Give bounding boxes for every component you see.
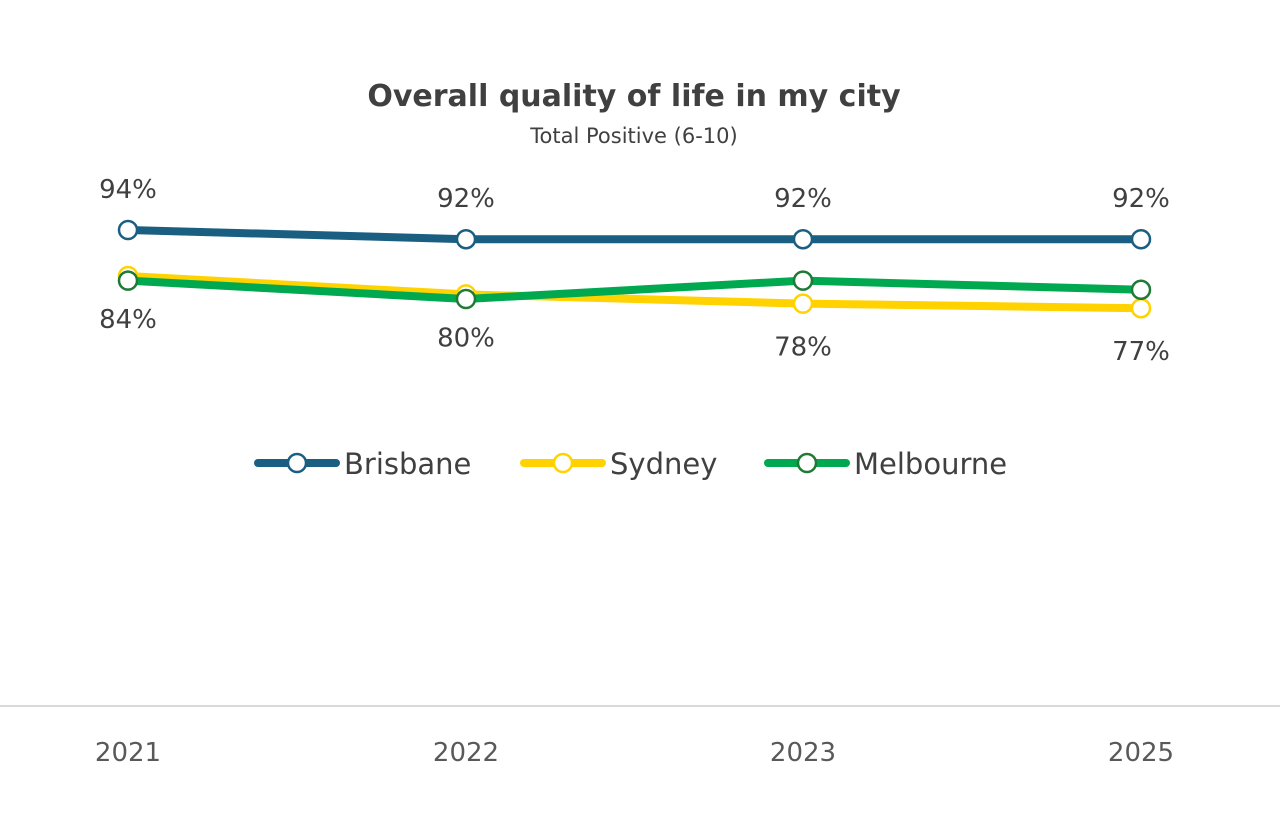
chart-title: Overall quality of life in my city <box>367 79 901 114</box>
data-point-melbourne <box>455 288 477 310</box>
x-tick-label: 2022 <box>433 738 499 768</box>
data-point-brisbane <box>117 219 139 241</box>
series-line-melbourne <box>127 276 1142 303</box>
legend-label: Brisbane <box>344 447 471 481</box>
data-label-brisbane: 92% <box>774 184 832 214</box>
data-label-sydney: 77% <box>1112 337 1170 367</box>
legend: Brisbane Sydney Melbourne <box>254 447 1007 481</box>
x-tick-label: 2021 <box>95 738 161 768</box>
data-point-sydney <box>792 293 814 314</box>
data-label-sydney: 80% <box>437 323 495 353</box>
data-label-sydney: 84% <box>99 305 157 335</box>
data-point-brisbane <box>455 228 477 250</box>
series-line-brisbane <box>127 226 1141 244</box>
data-point-melbourne <box>1130 279 1152 301</box>
legend-marker <box>796 452 818 474</box>
data-label-brisbane: 94% <box>99 175 157 205</box>
legend-marker <box>552 452 574 474</box>
x-tick-label: 2025 <box>1108 738 1174 768</box>
data-point-brisbane <box>792 228 814 250</box>
data-point-melbourne <box>117 270 139 291</box>
data-label-sydney: 78% <box>774 333 832 363</box>
data-point-sydney <box>1130 297 1152 319</box>
data-label-brisbane: 92% <box>1112 184 1170 214</box>
legend-label: Melbourne <box>854 447 1007 481</box>
legend-marker <box>286 452 308 474</box>
legend-label: Sydney <box>610 447 717 481</box>
legend-item-brisbane: Brisbane <box>254 447 471 481</box>
data-point-brisbane <box>1130 228 1152 250</box>
legend-item-melbourne: Melbourne <box>764 447 1007 481</box>
data-label-brisbane: 92% <box>437 184 495 214</box>
legend-item-sydney: Sydney <box>520 447 717 481</box>
series-line-sydney <box>127 272 1142 313</box>
x-tick-label: 2023 <box>770 738 836 768</box>
data-point-melbourne <box>792 270 814 291</box>
chart-subtitle: Total Positive (6-10) <box>529 124 737 148</box>
